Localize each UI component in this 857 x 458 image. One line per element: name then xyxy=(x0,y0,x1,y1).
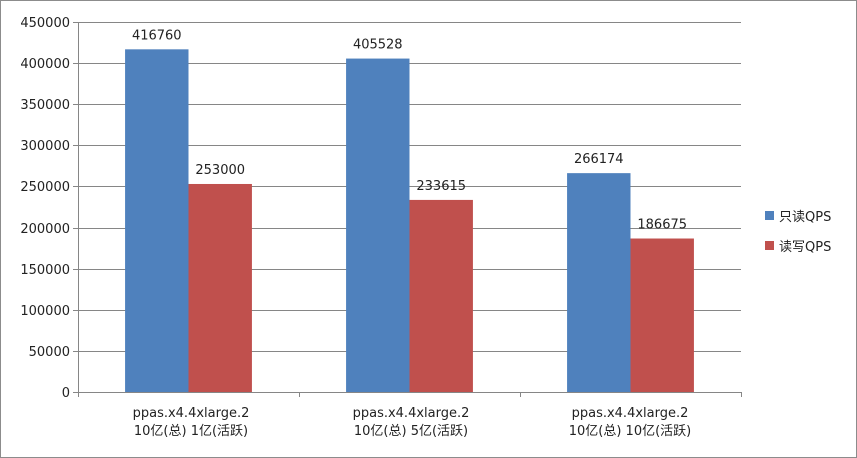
bar xyxy=(567,173,631,392)
y-tick-label: 400000 xyxy=(20,57,70,72)
bar xyxy=(125,49,189,393)
legend-label-readwrite: 读写QPS xyxy=(779,239,832,255)
data-label: 405528 xyxy=(353,38,403,53)
legend-swatch-readonly xyxy=(765,210,774,220)
category-label-line1: ppas.x4.4xlarge.2 xyxy=(352,406,470,421)
y-tick-label: 250000 xyxy=(20,180,70,195)
data-label: 253000 xyxy=(195,163,245,178)
legend: 只读QPS 读写QPS xyxy=(765,206,831,266)
y-tick-label: 150000 xyxy=(20,263,70,278)
y-tick-label: 350000 xyxy=(20,98,70,113)
legend-item-readonly: 只读QPS xyxy=(765,206,832,225)
y-tick-label: 450000 xyxy=(20,16,70,31)
data-label: 416760 xyxy=(132,28,182,43)
bar xyxy=(409,199,473,392)
legend-item-readwrite: 读写QPS xyxy=(765,236,832,255)
category-label-line1: ppas.x4.4xlarge.2 xyxy=(571,406,689,421)
y-tick-label: 200000 xyxy=(20,222,70,237)
category-label-line2: 10亿(总) 10亿(活跃) xyxy=(568,424,692,439)
data-label: 233615 xyxy=(416,179,466,194)
y-tick-label: 100000 xyxy=(20,304,70,319)
y-tick-label: 50000 xyxy=(29,345,70,360)
data-label: 266174 xyxy=(574,152,624,167)
category-label-line2: 10亿(总) 1亿(活跃) xyxy=(133,424,249,439)
legend-label-readonly: 只读QPS xyxy=(779,209,832,225)
category-label-line2: 10亿(总) 5亿(活跃) xyxy=(353,424,469,439)
category-label: ppas.x4.4xlarge.2 10亿(总) 1亿(活跃) xyxy=(91,405,291,441)
category-label: ppas.x4.4xlarge.2 10亿(总) 10亿(活跃) xyxy=(530,405,730,441)
y-tick-label: 300000 xyxy=(20,139,70,154)
bar xyxy=(346,58,410,393)
category-label: ppas.x4.4xlarge.2 10亿(总) 5亿(活跃) xyxy=(311,405,511,441)
bar xyxy=(188,183,252,392)
data-label: 186675 xyxy=(637,218,687,233)
y-tick-label: 0 xyxy=(62,386,70,401)
bar xyxy=(630,238,694,392)
legend-swatch-readwrite xyxy=(765,240,774,250)
category-label-line1: ppas.x4.4xlarge.2 xyxy=(132,406,250,421)
